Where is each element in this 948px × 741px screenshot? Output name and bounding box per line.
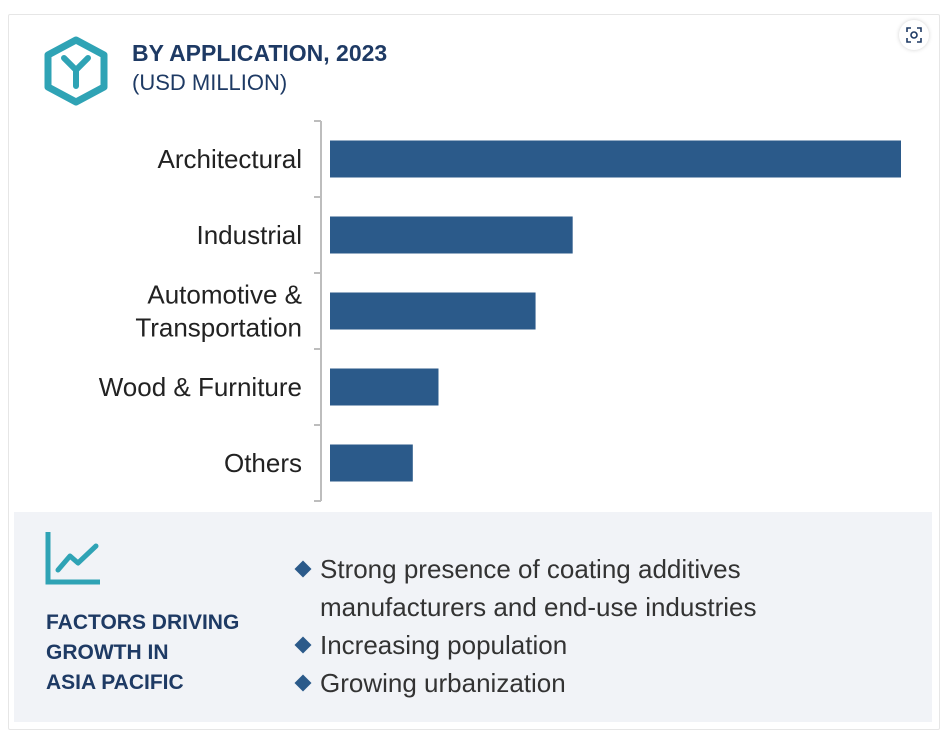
bar <box>330 292 536 330</box>
category-label: Industrial <box>197 220 303 250</box>
category-label: Wood & Furniture <box>99 372 302 402</box>
application-bar-chart: Architectural Industrial Automotive & Trans… <box>99 120 901 502</box>
zoom-scan-icon <box>906 27 922 43</box>
line-chart-growth-icon <box>44 530 102 591</box>
category-label-line: Architectural <box>158 144 303 174</box>
category-label-line: Wood & Furniture <box>99 372 302 402</box>
factor-text: Strong presence of coating additives man… <box>320 554 757 622</box>
hexagon-y-logo-icon <box>44 36 108 111</box>
growth-factors-panel <box>14 512 932 722</box>
category-label: Architectural <box>158 144 303 174</box>
diamond-bullet-icon <box>294 560 312 578</box>
bar <box>330 140 901 178</box>
factors-title-line: FACTORS DRIVING <box>46 611 240 634</box>
category-label-line: Transportation <box>135 313 302 343</box>
factor-text: Increasing population <box>320 630 568 660</box>
factor-item: Strong presence of coating additives man… <box>292 550 880 626</box>
bar <box>330 444 413 482</box>
diamond-bullet-icon <box>294 674 312 692</box>
category-label: Automotive & Transportation <box>135 280 302 343</box>
factor-item: Increasing population <box>292 626 880 664</box>
factors-title-line: ASIA PACIFIC <box>46 671 184 694</box>
chart-title: BY APPLICATION, 2023 <box>132 40 388 66</box>
zoom-button[interactable] <box>899 20 929 50</box>
category-label-line: Others <box>224 448 302 478</box>
bar <box>330 216 573 254</box>
factors-list: Strong presence of coating additives man… <box>292 550 880 702</box>
factors-title: FACTORS DRIVING GROWTH IN ASIA PACIFIC <box>46 608 239 698</box>
category-label: Others <box>224 448 302 478</box>
category-label-line: Industrial <box>197 220 303 250</box>
bar <box>330 368 439 406</box>
factor-text: Growing urbanization <box>320 668 566 698</box>
diamond-bullet-icon <box>294 636 312 654</box>
chart-subtitle: (USD MILLION) <box>132 70 288 95</box>
category-label-line: Automotive & <box>147 280 302 310</box>
factor-item: Growing urbanization <box>292 664 880 702</box>
factors-title-line: GROWTH IN <box>46 641 169 664</box>
